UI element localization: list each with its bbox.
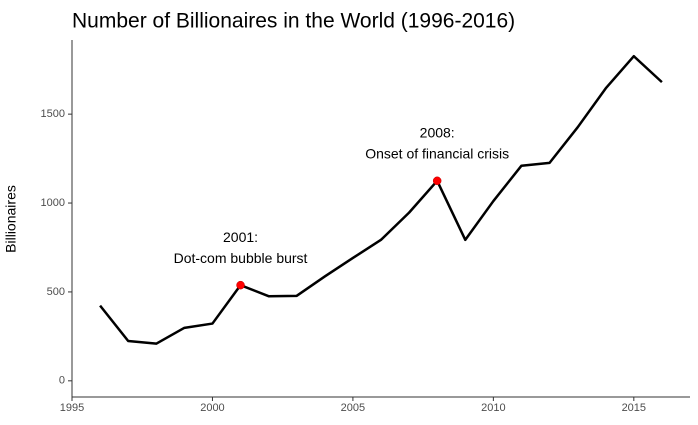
y-axis-label: Billionaires [3, 185, 19, 253]
annotation: Dot-com bubble burst [174, 250, 308, 266]
y-tick-label: 0 [59, 375, 65, 387]
x-tick-label: 2015 [622, 402, 646, 414]
line [99, 54, 663, 345]
x-tick-label: 2000 [200, 402, 224, 414]
x-tick-label: 1995 [60, 402, 84, 414]
highlight-point [236, 280, 245, 290]
y-tick-label: 1000 [41, 197, 65, 209]
annotation: 2001: [223, 229, 258, 245]
annotation: Onset of financial crisis [365, 146, 509, 162]
x-tick-label: 2005 [341, 402, 365, 414]
y-tick-label: 1500 [41, 108, 65, 120]
highlight-point [432, 176, 442, 186]
x-tick-label: 2010 [481, 402, 505, 414]
annotation: 2008: [420, 125, 455, 141]
y-tick-label: 500 [47, 286, 65, 298]
chart-title: Number of Billionaires in the World (199… [72, 10, 515, 33]
